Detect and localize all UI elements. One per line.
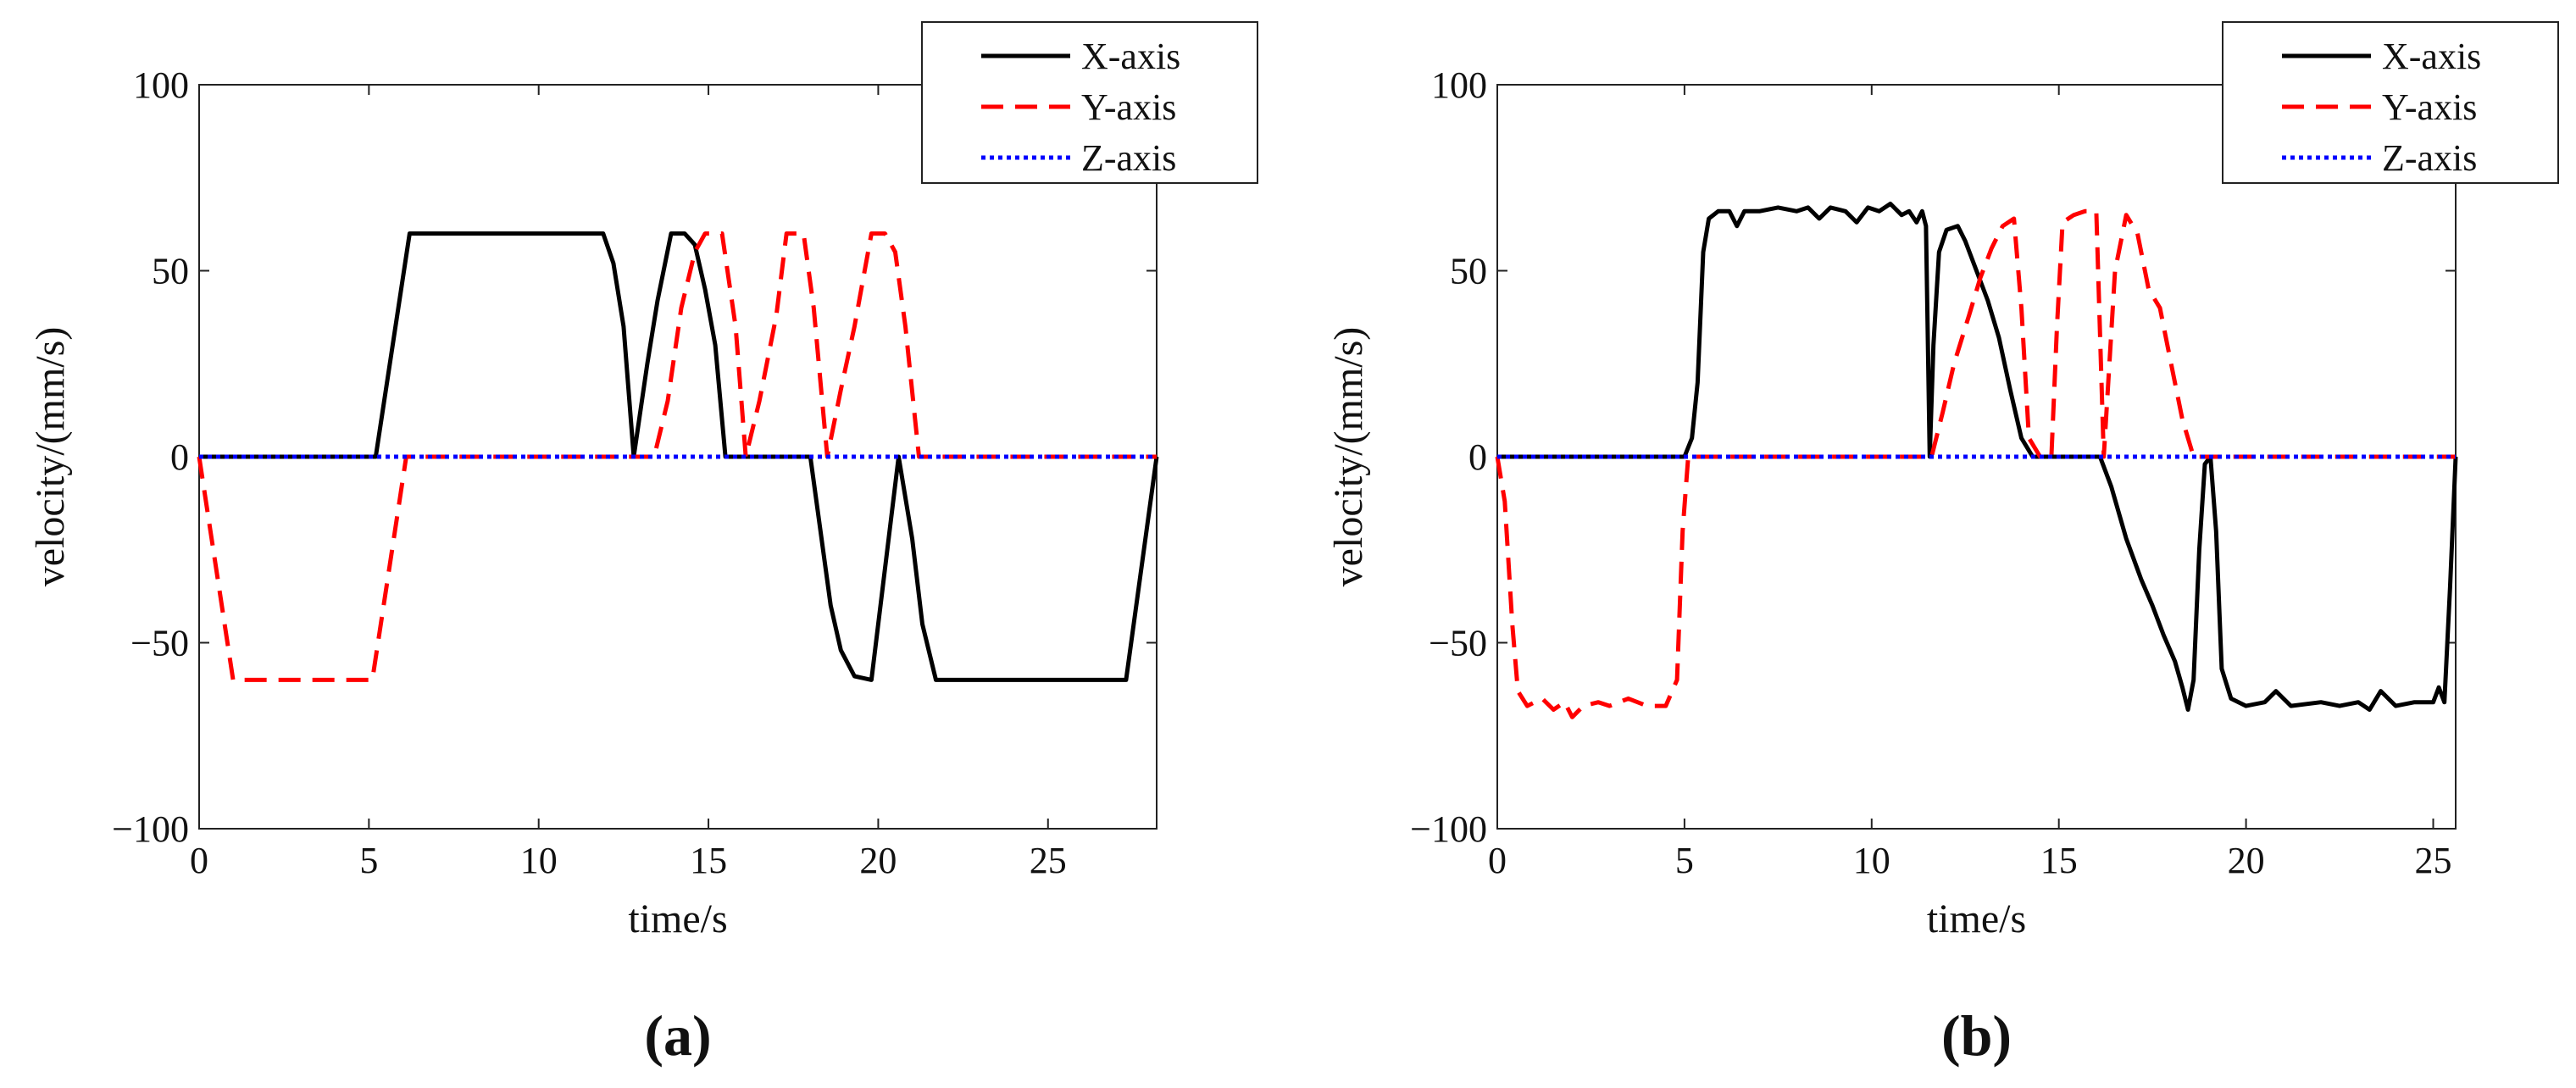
x-tick-label: 0 xyxy=(1488,840,1507,881)
chart-panel-a: 0 5 10 15 20 25 100 50 0 −50 −100 time/s velocity/(m… xyxy=(28,21,1258,1068)
x-tick-label: 20 xyxy=(2228,840,2265,881)
panel-label: (b) xyxy=(1941,1003,2012,1068)
y-tick-label: −50 xyxy=(1429,623,1487,664)
y-tick-label: 50 xyxy=(152,251,189,292)
x-tick-label: 15 xyxy=(690,840,727,881)
series-line-y-axis xyxy=(197,231,1157,682)
x-tick-label: 0 xyxy=(190,840,208,881)
x-axis-label: time/s xyxy=(628,896,727,941)
y-tick-label: −50 xyxy=(130,623,189,664)
legend-label: Y-axis xyxy=(1081,86,1176,128)
x-tick-label: 5 xyxy=(359,840,378,881)
y-tick-label: −100 xyxy=(1410,808,1487,850)
legend-label: X-axis xyxy=(2382,36,2481,77)
y-axis-label: velocity/(mm/s) xyxy=(28,327,73,587)
legend-box xyxy=(921,21,1258,184)
y-axis-label: velocity/(mm/s) xyxy=(1326,327,1371,587)
series-line-x-axis xyxy=(1497,202,2458,712)
y-tick-label: 100 xyxy=(133,64,189,106)
x-tick-label: 25 xyxy=(1030,840,1067,881)
series-line-y-axis xyxy=(1495,208,2456,719)
x-tick-label: 10 xyxy=(1853,840,1890,881)
y-tick-label: 0 xyxy=(1468,436,1487,478)
x-tick-label: 5 xyxy=(1675,840,1694,881)
y-tick-label: 100 xyxy=(1431,64,1487,106)
y-tick-label: 50 xyxy=(1450,251,1487,292)
panel-label: (a) xyxy=(644,1003,711,1068)
x-tick-label: 20 xyxy=(859,840,897,881)
chart-panel-b: 0 5 10 15 20 25 100 50 0 −50 −100 time/s velocity/(m… xyxy=(1326,21,2559,1068)
legend-label: X-axis xyxy=(1081,36,1180,77)
legend-box xyxy=(2222,21,2559,184)
x-tick-label: 15 xyxy=(2040,840,2078,881)
legend-label: Z-axis xyxy=(2382,137,2477,179)
y-tick-label: 0 xyxy=(170,436,189,478)
series-line-x-axis xyxy=(199,231,1159,682)
y-tick-label: −100 xyxy=(112,808,189,850)
legend-label: Z-axis xyxy=(1081,137,1176,179)
legend-label: Y-axis xyxy=(2382,86,2477,128)
x-tick-label: 25 xyxy=(2414,840,2451,881)
x-tick-label: 10 xyxy=(520,840,558,881)
x-axis-label: time/s xyxy=(1927,896,2026,941)
